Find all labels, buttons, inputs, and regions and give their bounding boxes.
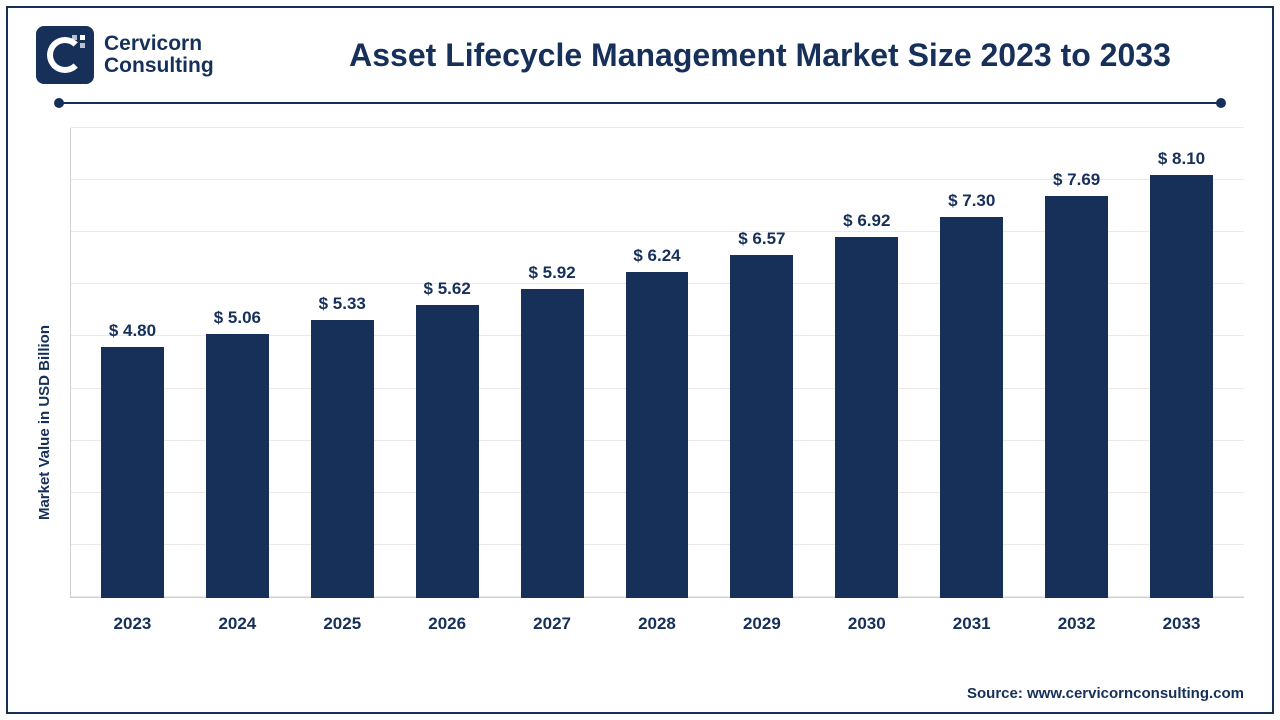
bar-slot: $ 6.24 [605,128,710,598]
bar-slot: $ 5.06 [185,128,290,598]
bar-slot: $ 8.10 [1129,128,1234,598]
x-tick-label: 2027 [500,602,605,658]
bar-value-label: $ 5.92 [528,263,575,283]
x-tick-label: 2031 [919,602,1024,658]
bar-rect [1150,175,1213,598]
bar-value-label: $ 6.92 [843,211,890,231]
x-tick-label: 2025 [290,602,395,658]
bar-value-label: $ 6.57 [738,229,785,249]
chart-title: Asset Lifecycle Management Market Size 2… [276,37,1244,74]
bar-slot: $ 5.33 [290,128,395,598]
chart-area: Market Value in USD Billion $ 4.80 $ 5.06… [36,128,1244,658]
x-tick-label: 2029 [709,602,814,658]
x-tick-label: 2023 [80,602,185,658]
bar-value-label: $ 7.69 [1053,170,1100,190]
bar-rect [311,320,374,598]
x-axis: 2023202420252026202720282029203020312032… [70,602,1244,658]
chart-frame: Cervicorn Consulting Asset Lifecycle Man… [6,6,1274,714]
x-tick-label: 2026 [395,602,500,658]
title-divider [58,102,1222,104]
bar-rect [835,237,898,598]
bar-rect [626,272,689,598]
bar-rect [521,289,584,598]
x-tick-label: 2032 [1024,602,1129,658]
y-axis-label: Market Value in USD Billion [36,265,62,520]
bar-slot: $ 5.62 [395,128,500,598]
brand-mark-icon [36,26,94,84]
x-tick-label: 2033 [1129,602,1234,658]
bar-slot: $ 5.92 [500,128,605,598]
x-tick-label: 2024 [185,602,290,658]
bar-value-label: $ 4.80 [109,321,156,341]
x-tick-label: 2028 [605,602,710,658]
bar-value-label: $ 5.06 [214,308,261,328]
bar-slot: $ 6.57 [709,128,814,598]
bar-value-label: $ 8.10 [1158,149,1205,169]
bar-rect [206,334,269,598]
bar-value-label: $ 6.24 [633,246,680,266]
source-attribution: Source: www.cervicornconsulting.com [967,685,1244,702]
bar-rect [416,305,479,598]
brand-line1: Cervicorn [104,33,214,55]
brand-line2: Consulting [104,55,214,77]
bar-rect [1045,196,1108,598]
bar-slot: $ 4.80 [80,128,185,598]
bar-rect [940,217,1003,598]
bar-slot: $ 7.69 [1024,128,1129,598]
bar-rect [101,347,164,598]
brand-logo: Cervicorn Consulting [36,26,256,84]
bar-rect [730,255,793,598]
plot-area: $ 4.80 $ 5.06 $ 5.33 $ 5.62 $ 5.92 $ 6.24 $ 6.… [70,128,1244,658]
brand-text: Cervicorn Consulting [104,33,214,77]
bar-value-label: $ 5.62 [424,279,471,299]
bar-value-label: $ 5.33 [319,294,366,314]
header: Cervicorn Consulting Asset Lifecycle Man… [36,20,1244,90]
bar-slot: $ 7.30 [919,128,1024,598]
bar-value-label: $ 7.30 [948,191,995,211]
bar-slot: $ 6.92 [814,128,919,598]
x-tick-label: 2030 [814,602,919,658]
bars-container: $ 4.80 $ 5.06 $ 5.33 $ 5.62 $ 5.92 $ 6.24 $ 6.… [70,128,1244,598]
